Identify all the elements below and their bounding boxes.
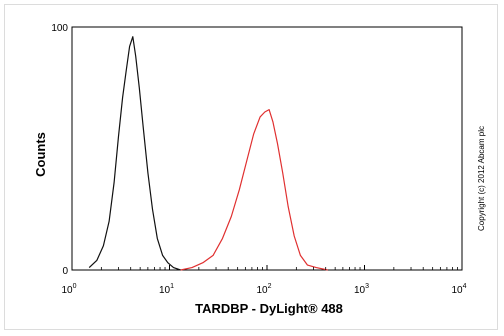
y-axis-title: Counts	[33, 132, 48, 177]
chart-frame	[4, 4, 498, 330]
x-tick-exponent: 0	[73, 283, 77, 290]
x-tick-label: 103	[354, 283, 369, 296]
x-axis-title: TARDBP - DyLight® 488	[195, 301, 343, 316]
x-tick-label: 102	[256, 283, 271, 296]
plot-area-border	[71, 26, 463, 271]
x-tick-label: 100	[61, 283, 76, 296]
series-layer	[88, 36, 328, 271]
histogram-line-2	[180, 108, 328, 271]
x-tick-base: 10	[61, 285, 73, 296]
x-tick-base: 10	[354, 285, 366, 296]
x-tick-exponent: 3	[365, 283, 369, 290]
x-tick-base: 10	[256, 285, 268, 296]
axes	[71, 26, 463, 271]
x-tick-exponent: 1	[170, 283, 174, 290]
copyright-notice: Copyright (c) 2012 Abcam plc	[477, 126, 486, 231]
x-tick-exponent: 2	[268, 283, 272, 290]
x-tick-base: 10	[451, 285, 463, 296]
y-tick-label: 0	[62, 266, 68, 277]
x-tick-exponent: 4	[463, 283, 467, 290]
x-tick-label: 104	[451, 283, 466, 296]
y-tick-label: 100	[51, 23, 68, 34]
x-tick-base: 10	[159, 285, 171, 296]
histogram-line-1	[88, 36, 181, 271]
x-tick-label: 101	[159, 283, 174, 296]
